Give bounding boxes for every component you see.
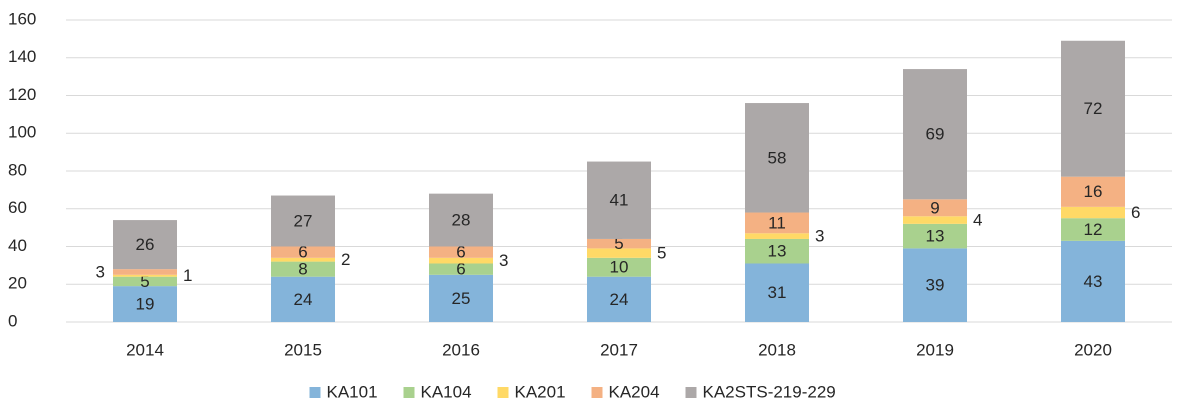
bar-segment xyxy=(1061,40,1125,177)
data-label: 72 xyxy=(1084,99,1103,118)
bar-segment xyxy=(903,199,967,217)
y-tick-label: 20 xyxy=(8,274,27,293)
data-label: 13 xyxy=(768,242,787,261)
bar-segment xyxy=(745,212,809,234)
legend-label: KA201 xyxy=(515,382,566,401)
data-label: 28 xyxy=(452,211,471,230)
legend-swatch xyxy=(685,387,697,398)
data-label: 41 xyxy=(610,191,629,210)
y-tick-label: 140 xyxy=(8,47,36,66)
y-tick-label: 80 xyxy=(8,160,27,179)
data-label: 4 xyxy=(973,211,982,230)
data-label: 25 xyxy=(452,289,471,308)
data-label: 1 xyxy=(183,266,192,285)
y-tick-label: 100 xyxy=(8,123,36,142)
bar-segment xyxy=(587,248,651,258)
data-label: 16 xyxy=(1084,182,1103,201)
bar-segment xyxy=(1061,240,1125,322)
bar-segment xyxy=(745,263,809,322)
bar-segment xyxy=(271,261,335,277)
bar-segment xyxy=(587,257,651,277)
bar-segment xyxy=(903,216,967,224)
data-label: 5 xyxy=(614,234,623,253)
bar-segment xyxy=(587,161,651,239)
data-label: 5 xyxy=(140,272,149,291)
data-label: 43 xyxy=(1084,272,1103,291)
data-label: 24 xyxy=(610,290,629,309)
bar-segment xyxy=(903,223,967,249)
y-tick-label: 0 xyxy=(8,311,17,330)
data-label: 3 xyxy=(96,262,105,281)
data-label: 19 xyxy=(136,295,155,314)
data-label: 12 xyxy=(1084,220,1103,239)
bar-segment xyxy=(271,257,335,262)
legend-swatch xyxy=(591,387,603,398)
bar-segment xyxy=(587,276,651,322)
bar-segment xyxy=(271,246,335,258)
legend-label: KA204 xyxy=(609,382,660,401)
x-tick-label: 2014 xyxy=(126,340,164,359)
bar-segment xyxy=(113,276,177,287)
y-tick-label: 60 xyxy=(8,198,27,217)
bar-segment xyxy=(113,274,177,277)
data-label: 8 xyxy=(298,260,307,279)
data-label: 11 xyxy=(768,213,786,232)
data-label: 13 xyxy=(926,227,945,246)
bar-segment xyxy=(429,274,493,322)
bar-segment xyxy=(429,193,493,247)
bar-segment xyxy=(745,103,809,213)
bar-segment xyxy=(271,276,335,322)
bar-segment xyxy=(1061,218,1125,241)
data-label: 10 xyxy=(610,258,629,277)
legend-swatch xyxy=(309,387,321,398)
legend-swatch xyxy=(403,387,415,398)
bar-segment xyxy=(745,238,809,264)
x-tick-label: 2018 xyxy=(758,340,796,359)
bar-segment xyxy=(113,220,177,270)
y-tick-label: 160 xyxy=(8,9,36,28)
legend-label: KA101 xyxy=(327,382,378,401)
bar-segment xyxy=(587,238,651,249)
bar-segment xyxy=(113,286,177,322)
bar-segment xyxy=(903,248,967,322)
bar-segment xyxy=(1061,176,1125,207)
data-label: 5 xyxy=(657,244,666,263)
data-label: 2 xyxy=(341,250,350,269)
bar-segment xyxy=(1061,206,1125,219)
data-label: 9 xyxy=(930,198,939,217)
bar-segment xyxy=(113,269,177,275)
x-tick-label: 2015 xyxy=(284,340,322,359)
bar-segment xyxy=(429,257,493,264)
data-label: 6 xyxy=(456,260,465,279)
data-label: 3 xyxy=(815,227,824,246)
bar-segment xyxy=(429,263,493,275)
y-tick-label: 40 xyxy=(8,236,27,255)
x-tick-label: 2019 xyxy=(916,340,954,359)
bar-segment xyxy=(745,233,809,239)
bar-segment xyxy=(429,246,493,258)
data-label: 24 xyxy=(294,290,313,309)
data-label: 27 xyxy=(294,212,313,231)
y-tick-label: 120 xyxy=(8,85,36,104)
bar-segment xyxy=(903,69,967,200)
data-label: 6 xyxy=(456,243,465,262)
data-label: 6 xyxy=(1131,203,1140,222)
data-label: 31 xyxy=(768,283,787,302)
data-label: 39 xyxy=(926,276,945,295)
bar-segment xyxy=(271,195,335,247)
data-label: 69 xyxy=(926,125,945,144)
data-label: 26 xyxy=(136,235,155,254)
x-tick-label: 2020 xyxy=(1074,340,1112,359)
data-label: 58 xyxy=(768,148,787,167)
x-tick-label: 2017 xyxy=(600,340,638,359)
data-label: 6 xyxy=(298,243,307,262)
data-label: 3 xyxy=(499,251,508,270)
legend-label: KA2STS-219-229 xyxy=(703,382,836,401)
legend-label: KA104 xyxy=(421,382,472,401)
legend-swatch xyxy=(497,387,509,398)
x-tick-label: 2016 xyxy=(442,340,480,359)
